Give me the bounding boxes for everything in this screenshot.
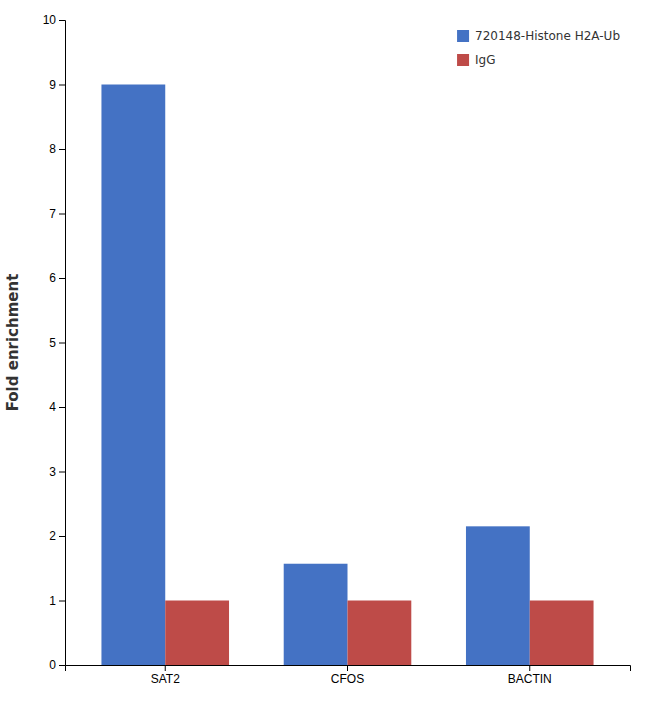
y-tick-label: 9: [49, 78, 56, 92]
y-tick-mark: [59, 278, 65, 279]
legend-label: 720148-Histone H2A-Ub: [475, 29, 620, 43]
y-tick: 8: [49, 142, 65, 156]
y-tick-mark: [59, 665, 65, 666]
y-tick-mark: [59, 85, 65, 86]
bar: [101, 85, 165, 666]
x-tick-mark: [165, 665, 166, 671]
x-axis-line: [66, 666, 631, 672]
y-tick-mark: [59, 214, 65, 215]
y-tick: 4: [49, 400, 65, 414]
bar: [466, 526, 530, 665]
legend-swatch: [457, 54, 469, 66]
x-tick-mark: [347, 665, 348, 671]
x-tick-mark: [529, 665, 530, 671]
series: [165, 601, 593, 666]
series: [101, 85, 529, 666]
bar: [284, 564, 348, 665]
bar: [530, 601, 594, 666]
y-tick: 0: [49, 658, 65, 672]
y-tick-mark: [59, 20, 65, 21]
y-tick-label: 8: [49, 142, 56, 156]
y-tick-mark: [59, 601, 65, 602]
y-tick: 1: [49, 594, 65, 608]
x-tick: BACTIN: [508, 665, 552, 686]
y-tick-label: 6: [49, 271, 56, 285]
x-tick-label: CFOS: [331, 672, 364, 686]
y-tick-mark: [59, 407, 65, 408]
legend-item: 720148-Histone H2A-Ub: [457, 29, 620, 43]
y-tick: 3: [49, 465, 65, 479]
y-tick-label: 3: [49, 465, 56, 479]
legend-swatch: [457, 30, 469, 42]
y-tick-label: 2: [49, 529, 56, 543]
y-tick: 2: [49, 529, 65, 543]
y-tick-label: 0: [49, 658, 56, 672]
bar: [348, 601, 412, 666]
y-tick-mark: [59, 472, 65, 473]
x-tick-label: BACTIN: [508, 672, 552, 686]
y-tick: 6: [49, 271, 65, 285]
y-tick-label: 4: [49, 400, 56, 414]
y-tick-mark: [59, 536, 65, 537]
x-tick-label: SAT2: [151, 672, 180, 686]
y-tick: 10: [43, 13, 65, 27]
chart: SAT2 CFOS BACTIN 0 1 2 3 4 5 6 7 8 9 10 720148-Histone…: [0, 0, 650, 705]
x-tick: CFOS: [331, 665, 364, 686]
y-tick-label: 10: [43, 13, 57, 27]
y-tick: 5: [49, 336, 65, 350]
y-axis-title: Fold enrichment: [4, 274, 22, 412]
y-axis-line: [59, 21, 66, 666]
legend: 720148-Histone H2A-Ub IgG: [457, 29, 620, 67]
plot: SAT2 CFOS BACTIN 0 1 2 3 4 5 6 7 8 9 10 720148-Histone…: [43, 13, 631, 685]
y-axis: 0 1 2 3 4 5 6 7 8 9 10: [43, 13, 66, 672]
bars: [101, 85, 593, 666]
y-tick: 7: [49, 207, 65, 221]
x-axis: SAT2 CFOS BACTIN: [66, 665, 631, 686]
legend-item: IgG: [457, 53, 495, 67]
bar: [165, 601, 229, 666]
y-tick-label: 1: [49, 594, 56, 608]
y-tick-mark: [59, 149, 65, 150]
y-tick-label: 7: [49, 207, 56, 221]
y-tick-mark: [59, 343, 65, 344]
y-tick-label: 5: [49, 336, 56, 350]
x-tick: SAT2: [151, 665, 180, 686]
legend-label: IgG: [475, 53, 495, 67]
y-tick: 9: [49, 78, 65, 92]
